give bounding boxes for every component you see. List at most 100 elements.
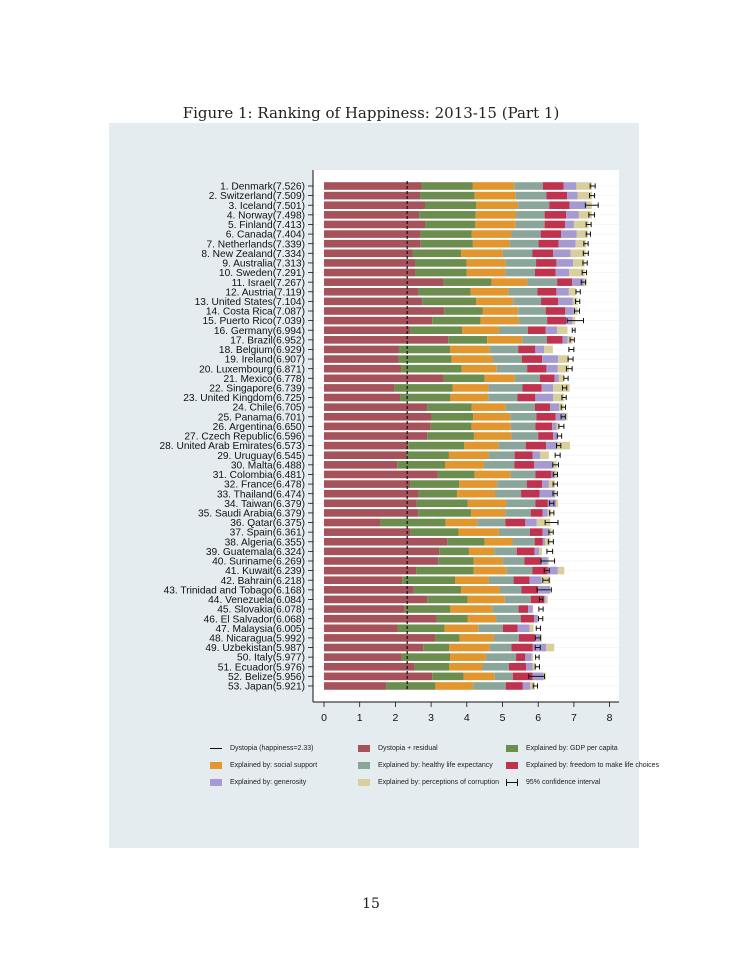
category-label: 32. France(6.478) <box>224 480 305 491</box>
bar-segment <box>418 509 472 517</box>
bar-segment <box>544 220 565 229</box>
bar-segment <box>529 528 543 536</box>
bar-segment <box>324 480 411 488</box>
social-swatch <box>210 761 222 769</box>
category-label: 34. Taiwan(6.379) <box>224 499 305 510</box>
bar-segment <box>324 432 428 440</box>
bar-segment <box>458 528 499 536</box>
bar-segment <box>324 297 423 306</box>
bar-segment <box>436 614 468 623</box>
category-label: 41. Kuwait(6.239) <box>225 566 305 577</box>
bar-segment <box>484 374 515 383</box>
bar-segment <box>517 393 536 402</box>
bar-segment <box>554 374 559 383</box>
bar-segment <box>324 614 437 623</box>
bar-segment <box>535 422 553 431</box>
bar-segment <box>558 355 569 363</box>
bar-segment <box>324 336 449 344</box>
bar-segment <box>324 441 409 450</box>
bar-segment <box>542 528 549 536</box>
bar-segment <box>561 230 577 238</box>
bar-segment <box>496 614 521 623</box>
bar-segment <box>525 518 537 527</box>
category-label: 35. Saudi Arabia(6.379) <box>198 509 305 520</box>
bar-segment <box>478 624 503 633</box>
category-label: 20. Luxembourg(6.871) <box>199 364 305 375</box>
bar-segment <box>466 259 506 267</box>
bar-segment <box>527 364 547 373</box>
category-label: 30. Malta(6.488) <box>231 460 305 471</box>
bar-segment <box>494 672 513 681</box>
bar-segment <box>475 211 517 219</box>
bar-segment <box>324 537 448 546</box>
bar-segment <box>324 605 405 613</box>
bar-segment <box>324 191 421 200</box>
category-label: 51. Ecuador(5.976) <box>218 662 305 673</box>
bar-segment <box>538 432 554 440</box>
bar-segment <box>545 307 566 315</box>
legend-label-dystopia: Dystopia (happiness=2.33) <box>230 744 314 752</box>
bar-segment <box>450 653 486 661</box>
bar-segment <box>513 297 542 306</box>
bar-segment <box>549 201 570 210</box>
bar-segment <box>553 393 565 402</box>
bar-segment <box>324 451 407 460</box>
legend-item-corruption: Explained by: perceptions of corruption <box>358 776 499 788</box>
bar-segment <box>514 451 533 460</box>
bar-segment <box>474 191 516 200</box>
category-label: 9. Australia(7.313) <box>222 259 305 270</box>
gdp-swatch <box>506 744 518 752</box>
bar-segment <box>324 182 422 190</box>
legend-label-freedom: Explained by: freedom to make life choic… <box>526 761 660 769</box>
bar-segment <box>473 412 511 421</box>
bar-segment <box>404 605 451 613</box>
bar-segment <box>515 191 547 200</box>
dystopia-residual-swatch <box>358 744 370 752</box>
bar-segment <box>524 557 542 565</box>
legend-item-social: Explained by: social support <box>210 759 317 771</box>
bar-segment <box>452 384 489 392</box>
bar-segment <box>553 249 571 258</box>
bar-segment <box>552 422 557 431</box>
bar-segment <box>543 595 546 604</box>
bar-segment <box>492 355 522 363</box>
bar-segment <box>531 653 534 661</box>
bar-segment <box>506 499 536 508</box>
confidence-interval-swatch <box>506 778 518 786</box>
bar-segment <box>517 624 530 633</box>
bar-segment <box>500 586 522 594</box>
bar-segment <box>516 211 545 219</box>
bar-segment <box>512 537 535 546</box>
bar-segment <box>324 287 419 296</box>
bar-segment <box>526 480 543 488</box>
bar-segment <box>412 249 462 258</box>
category-label: 22. Singapore(6.739) <box>209 384 305 395</box>
bar-segment <box>530 509 543 517</box>
bar-segment <box>324 326 411 335</box>
category-label: 26. Argentina(6.650) <box>213 422 305 433</box>
category-label: 13. United States(7.104) <box>195 297 305 308</box>
category-label: 29. Uruguay(6.545) <box>217 451 305 462</box>
bar-segment <box>324 499 417 508</box>
bar-segment <box>324 220 426 229</box>
bar-segment <box>546 441 558 450</box>
bar-segment <box>534 461 553 469</box>
bar-segment <box>324 518 381 527</box>
bar-segment <box>515 220 545 229</box>
bar-segment <box>557 278 573 286</box>
x-tick-label: 4 <box>464 712 470 724</box>
bar-segment <box>514 374 540 383</box>
bar-segment <box>462 326 499 335</box>
bar-segment <box>401 653 451 661</box>
bar-segment <box>512 672 533 681</box>
category-label: 19. Ireland(6.907) <box>225 355 305 366</box>
bar-segment <box>380 518 446 527</box>
bar-segment <box>555 268 570 277</box>
bar-segment <box>398 355 452 363</box>
bar-segment <box>546 191 568 200</box>
bar-segment <box>471 230 512 238</box>
bar-segment <box>564 220 574 229</box>
category-label: 50. Italy(5.977) <box>237 653 305 664</box>
bar-segment <box>416 499 468 508</box>
bar-segment <box>534 268 556 277</box>
